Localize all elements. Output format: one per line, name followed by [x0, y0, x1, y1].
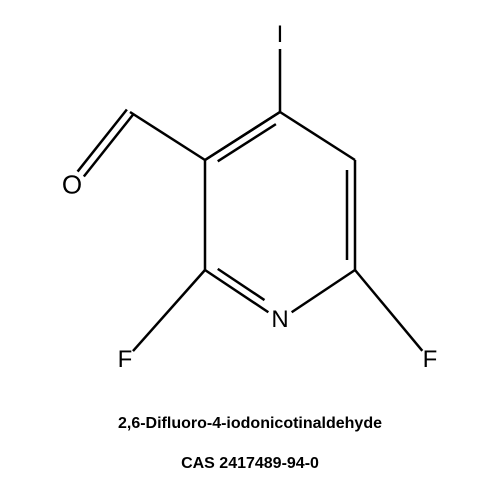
oxygen-atom: O — [62, 170, 82, 201]
iodine-atom: I — [277, 21, 284, 49]
compound-name: 2,6-Difluoro-4-iodonicotinaldehyde — [0, 415, 500, 433]
cas-number: CAS 2417489-94-0 — [0, 455, 500, 473]
nitrogen-atom: N — [271, 306, 288, 334]
chemical-diagram-card: I O N F F 2,6-Difluoro-4-iodonicotinalde… — [0, 0, 500, 500]
fluorine-left-atom: F — [118, 346, 133, 374]
fluorine-right-atom: F — [423, 346, 438, 374]
